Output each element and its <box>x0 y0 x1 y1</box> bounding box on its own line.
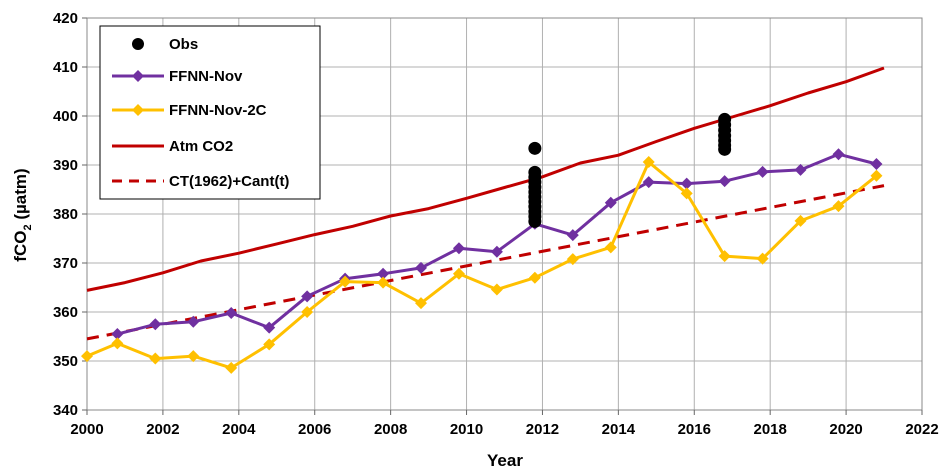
data-point-ffnn-nov-2c <box>566 253 579 266</box>
data-point-ffnn-nov-2c <box>870 169 883 182</box>
data-point-ffnn-nov <box>794 163 807 176</box>
y-tick-label: 340 <box>53 402 78 419</box>
data-point-ffnn-nov-2c <box>680 187 693 200</box>
data-point-ffnn-nov <box>870 158 883 171</box>
y-axis-title-unit: (µatm) <box>11 168 30 224</box>
legend-label-atm-co2: Atm CO2 <box>169 138 233 155</box>
data-point-ffnn-nov-2c <box>187 350 200 363</box>
data-point-ffnn-nov <box>642 176 655 189</box>
data-point-ffnn-nov <box>680 177 693 190</box>
data-point-ffnn-nov-2c <box>832 200 845 213</box>
data-point-ffnn-nov-2c <box>528 271 541 284</box>
x-tick-label: 2010 <box>450 421 483 438</box>
y-tick-label: 420 <box>53 10 78 27</box>
legend-swatch-ffnn-nov-2c-marker <box>132 104 144 116</box>
y-tick-label: 350 <box>53 353 78 370</box>
legend-label-ffnn-nov: FFNN-Nov <box>169 68 243 85</box>
x-tick-label: 2002 <box>146 421 179 438</box>
data-point-ffnn-nov <box>225 306 238 319</box>
x-axis-title: Year <box>487 451 523 470</box>
x-tick-label: 2004 <box>222 421 256 438</box>
x-tick-label: 2014 <box>602 421 636 438</box>
data-point-ffnn-nov-2c <box>339 275 352 288</box>
data-point-ffnn-nov <box>832 148 845 161</box>
y-tick-label: 410 <box>53 59 78 76</box>
y-tick-label: 370 <box>53 255 78 272</box>
data-point-ffnn-nov-2c <box>490 283 503 296</box>
y-axis: 340 350 360 370 380 390 400 410 420 <box>53 10 87 419</box>
data-point-ffnn-nov <box>149 318 162 331</box>
legend-label-ffnn-nov-2c: FFNN-Nov-2C <box>169 102 267 119</box>
data-point-ffnn-nov <box>377 267 390 280</box>
legend-swatch-ffnn-nov-marker <box>132 70 144 82</box>
y-tick-label: 360 <box>53 304 78 321</box>
y-axis-title-main: fCO <box>11 231 30 262</box>
x-tick-label: 2022 <box>905 421 938 438</box>
data-point-ffnn-nov <box>756 165 769 178</box>
x-tick-label: 2008 <box>374 421 407 438</box>
y-tick-label: 390 <box>53 157 78 174</box>
legend-label-ct-cant: CT(1962)+Cant(t) <box>169 173 289 190</box>
data-point-obs <box>528 214 542 228</box>
x-tick-label: 2006 <box>298 421 331 438</box>
data-point-ffnn-nov-2c <box>756 252 769 265</box>
series-line-atm-co2 <box>86 66 885 292</box>
data-point-ffnn-nov-2c <box>301 306 314 318</box>
legend-entry-atm-co2: Atm CO2 <box>112 138 233 155</box>
legend-entry-ffnn-nov-2c: FFNN-Nov-2C <box>112 102 267 119</box>
data-point-ffnn-nov <box>718 175 731 188</box>
data-point-ffnn-nov-2c <box>604 241 617 254</box>
data-point-ffnn-nov <box>452 242 465 255</box>
x-axis: 2000 2002 2004 2006 2008 2010 2012 2014 2016 2018… <box>70 410 939 438</box>
data-point-ffnn-nov <box>301 290 314 303</box>
data-point-ffnn-nov <box>263 321 276 334</box>
x-tick-label: 2020 <box>829 421 862 438</box>
data-point-ffnn-nov <box>490 245 503 258</box>
y-axis-title-subscript: 2 <box>22 224 34 230</box>
data-point-ffnn-nov-2c <box>642 156 655 169</box>
data-point-ffnn-nov-2c <box>225 361 238 374</box>
data-point-obs <box>718 142 732 156</box>
legend-entry-obs: Obs <box>132 36 198 53</box>
legend-label-obs: Obs <box>169 36 198 53</box>
x-tick-label: 2012 <box>526 421 559 438</box>
y-tick-label: 400 <box>53 108 78 125</box>
series-layer <box>81 66 885 374</box>
data-point-ffnn-nov <box>187 315 200 328</box>
data-point-ffnn-nov-2c <box>81 350 93 363</box>
series-line-ffnn-nov-2c <box>86 160 878 370</box>
data-point-ffnn-nov <box>566 229 579 242</box>
x-tick-label: 2018 <box>753 421 786 438</box>
y-axis-title: fCO2 (µatm) <box>11 168 34 261</box>
data-point-ffnn-nov-2c <box>377 276 390 289</box>
x-tick-label: 2000 <box>70 421 103 438</box>
data-point-ffnn-nov-2c <box>718 250 731 263</box>
legend-swatch-obs <box>132 38 144 50</box>
data-point-ffnn-nov <box>111 328 124 341</box>
data-point-ffnn-nov <box>415 261 427 274</box>
data-point-ffnn-nov-2c <box>149 352 162 365</box>
data-point-ffnn-nov-2c <box>111 337 124 350</box>
legend-entry-ct-cant: CT(1962)+Cant(t) <box>112 173 289 190</box>
data-point-ffnn-nov-2c <box>452 267 465 280</box>
legend-entry-ffnn-nov: FFNN-Nov <box>112 68 243 85</box>
data-point-ffnn-nov <box>604 196 617 209</box>
y-tick-label: 380 <box>53 206 78 223</box>
x-tick-label: 2016 <box>678 421 711 438</box>
data-point-ffnn-nov-2c <box>415 297 427 310</box>
series-line-ct-1962-cant-t <box>86 184 885 341</box>
data-point-ffnn-nov-2c <box>263 338 276 351</box>
data-point-obs <box>528 141 542 155</box>
data-point-ffnn-nov-2c <box>794 214 807 227</box>
legend: Obs FFNN-Nov FFNN-Nov-2C Atm CO2 CT(1962… <box>99 25 321 200</box>
